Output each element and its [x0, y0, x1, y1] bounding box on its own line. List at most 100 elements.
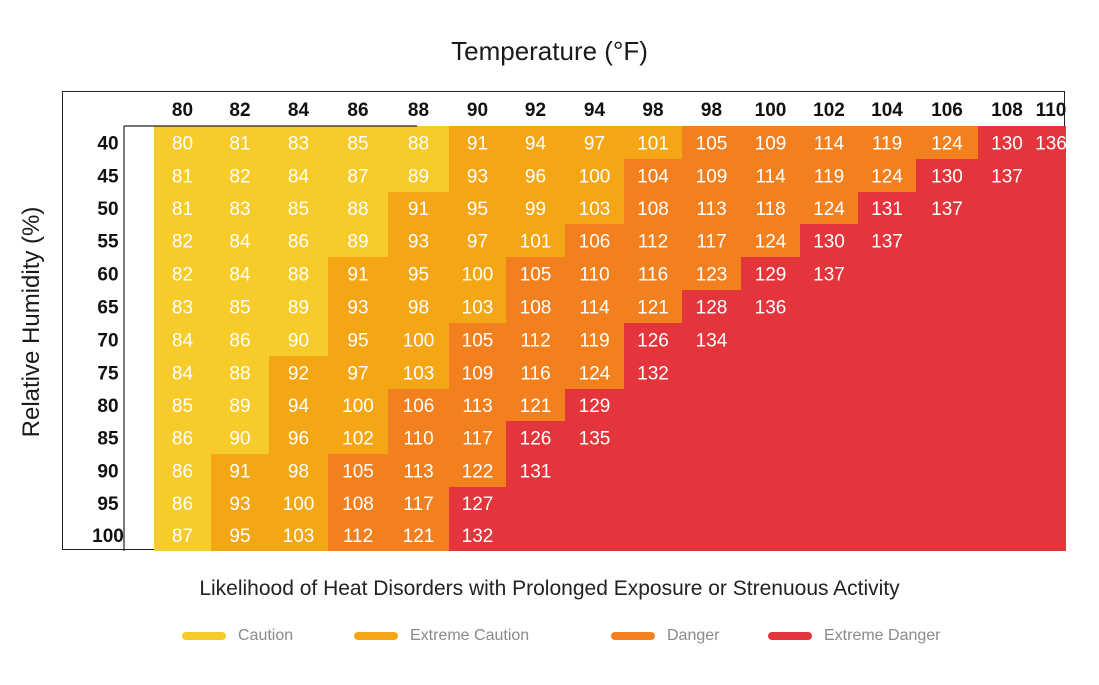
heat-cell-label: 118: [755, 199, 785, 220]
heat-cell-label: 105: [696, 134, 728, 155]
heat-cell: [449, 389, 507, 422]
heat-cell: [211, 323, 270, 357]
heat-cell: [449, 487, 507, 520]
heat-cell-label: 129: [579, 396, 611, 417]
heat-cell: [800, 519, 859, 551]
heat-cell: [269, 454, 329, 488]
heat-cell-label: 97: [584, 134, 605, 155]
heat-cell: [388, 323, 450, 357]
heat-cell: [328, 519, 389, 551]
heat-cell-label: 137: [871, 232, 903, 253]
heat-cell: [565, 290, 625, 324]
heat-cell-label: 112: [638, 232, 668, 253]
heat-cell: [449, 126, 507, 160]
column-header: 86: [347, 100, 368, 121]
heat-cell-label: 83: [229, 199, 250, 220]
heat-cell: [858, 323, 917, 357]
heat-cell-label: 119: [872, 134, 902, 155]
heat-cell-label: 88: [347, 199, 368, 220]
heat-cell: [682, 389, 742, 422]
legend-label: Danger: [667, 627, 720, 644]
heat-cell: [388, 389, 450, 422]
heat-cell: [565, 323, 625, 357]
heat-cell-label: 124: [755, 232, 787, 253]
heat-cell: [211, 421, 270, 455]
heat-cell-label: 93: [347, 298, 368, 319]
heat-cell-label: 132: [462, 526, 494, 547]
heat-cell-label: 96: [525, 167, 546, 188]
heat-cell: [916, 323, 979, 357]
heat-cell-label: 91: [408, 199, 429, 220]
legend-item: Extreme Caution: [354, 624, 529, 648]
heat-cell: [741, 487, 801, 520]
column-header: 98: [642, 100, 663, 121]
heat-cell-label: 92: [288, 364, 309, 385]
heat-cell: [1036, 519, 1066, 551]
heat-cell: [624, 389, 683, 422]
row-header: 70: [97, 331, 118, 352]
heat-cell: [800, 487, 859, 520]
heat-cell: [741, 421, 801, 455]
heat-cell-label: 102: [342, 429, 374, 450]
row-header: 80: [97, 396, 118, 417]
row-header: 55: [97, 232, 119, 253]
legend-swatch: [768, 632, 812, 640]
heat-cell: [449, 454, 507, 488]
row-header: 85: [97, 429, 119, 450]
heat-cell: [1036, 389, 1066, 422]
heat-cell-label: 127: [462, 494, 494, 515]
heat-cell-label: 137: [931, 199, 963, 220]
heat-cell: [682, 519, 742, 551]
heat-cell: [211, 159, 270, 193]
heat-cell: [154, 257, 212, 291]
heat-cell-label: 123: [696, 265, 728, 286]
legend: Caution Extreme Caution Danger Extreme Dang…: [0, 624, 1099, 648]
heat-cell-label: 86: [229, 331, 250, 352]
heat-cell: [211, 290, 270, 324]
heat-cell: [978, 421, 1037, 455]
heat-cell: [858, 519, 917, 551]
heat-cell-label: 94: [288, 396, 310, 417]
heat-cell-label: 110: [403, 429, 433, 450]
heat-cell: [682, 290, 742, 324]
heat-cell-label: 85: [288, 199, 309, 220]
heat-cell-label: 90: [229, 429, 250, 450]
heat-cell: [388, 487, 450, 520]
heat-cell: [565, 421, 625, 455]
heat-cell-label: 84: [288, 167, 310, 188]
row-header: 50: [97, 199, 118, 220]
heat-cell: [154, 224, 212, 258]
heat-cell: [800, 389, 859, 422]
heat-cell: [978, 323, 1037, 357]
heat-cell: [741, 257, 801, 291]
heat-cell-label: 121: [403, 526, 435, 547]
heat-cell-label: 89: [229, 396, 250, 417]
heat-cell: [624, 192, 683, 225]
heat-cell: [388, 257, 450, 291]
heat-cell: [624, 323, 683, 357]
heat-cell-label: 100: [283, 494, 315, 515]
heat-cell: [858, 356, 917, 390]
heat-cell: [741, 323, 801, 357]
heat-cell: [388, 519, 450, 551]
heat-cell-label: 108: [637, 199, 669, 220]
heat-cell: [800, 224, 859, 258]
heat-cell-label: 95: [347, 331, 368, 352]
column-header: 80: [172, 100, 193, 121]
heat-cell: [916, 487, 979, 520]
heat-cell-label: 91: [467, 134, 488, 155]
heat-cell: [565, 257, 625, 291]
heat-cell: [506, 192, 566, 225]
heat-cell-label: 105: [520, 265, 552, 286]
heat-cell-label: 87: [172, 526, 193, 547]
heat-cell: [682, 224, 742, 258]
heat-cell-label: 103: [283, 526, 315, 547]
heat-cell-label: 113: [462, 396, 492, 417]
heat-cell: [1036, 126, 1066, 160]
heat-cell-label: 136: [1035, 134, 1066, 155]
column-header: 98: [701, 100, 722, 121]
heat-cell-label: 85: [172, 396, 193, 417]
heat-cell: [328, 421, 389, 455]
heat-cell-label: 105: [342, 462, 374, 483]
heat-cell: [858, 389, 917, 422]
